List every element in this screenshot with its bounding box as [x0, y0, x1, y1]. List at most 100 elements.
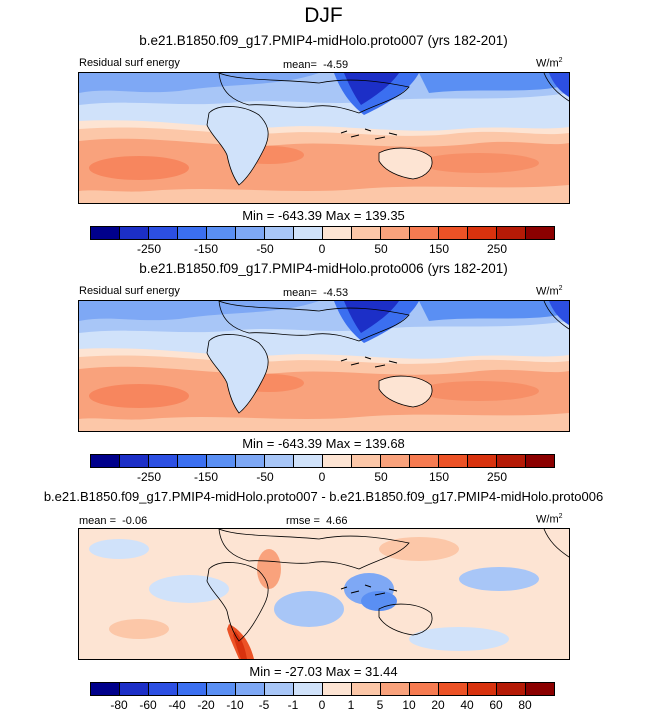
panel3-colorbar-bin-8 — [294, 683, 323, 695]
panel2-mean-label: mean= — [283, 287, 317, 299]
panel1-units-text: W/m — [536, 57, 559, 70]
panel2-colorbar-bin-16 — [526, 455, 554, 467]
panel3-colorbar-bin-4 — [178, 683, 207, 695]
panel2-units: W/m2 — [536, 285, 563, 298]
panel1-tick: 50 — [374, 242, 388, 256]
panel1-colorbar-bin-12 — [410, 227, 439, 239]
panel2-tick: 50 — [374, 470, 388, 484]
panel1-colorbar-ticks: -250 -150 -50 0 50 150 250 — [0, 242, 647, 258]
panel3-mean-value: -0.06 — [122, 515, 148, 527]
panel1-tick: -50 — [256, 242, 274, 256]
panel1-mean-label: mean= — [283, 59, 317, 71]
panel2-colorbar-bin-6 — [236, 455, 265, 467]
panel3-colorbar-bin-5 — [207, 683, 236, 695]
panel1-colorbar-bin-3 — [149, 227, 178, 239]
panel1-tick: -250 — [136, 242, 162, 256]
panel3-colorbar-bin-16 — [526, 683, 554, 695]
panel2-colorbar-bin-13 — [439, 455, 468, 467]
panel3-tick: -10 — [226, 698, 244, 712]
panel2-tick: -150 — [193, 470, 219, 484]
panel3-rmse-value: 4.66 — [326, 515, 348, 527]
panel1-colorbar-bin-4 — [178, 227, 207, 239]
panel3-tick: -60 — [139, 698, 157, 712]
panel3-min-max: Min = -27.03 Max = 31.44 — [249, 664, 398, 679]
panel3-tick: 0 — [318, 698, 326, 712]
panel3-colorbar-bin-7 — [265, 683, 294, 695]
panel2-colorbar-bin-12 — [410, 455, 439, 467]
panel3-units-exp: 2 — [558, 513, 563, 520]
panel1-colorbar-bin-1 — [91, 227, 120, 239]
panel1-map-svg — [79, 73, 569, 203]
panel1-colorbar-bin-16 — [526, 227, 554, 239]
panel3-colorbar-bin-15 — [497, 683, 526, 695]
panel3-units-text: W/m — [536, 513, 559, 526]
panel3-tick: 10 — [402, 698, 416, 712]
panel3-colorbar-bin-10 — [352, 683, 381, 695]
panel1-mean-value: -4.59 — [323, 59, 349, 71]
panel2-colorbar-bin-9 — [323, 455, 352, 467]
panel3-tick: 1 — [347, 698, 355, 712]
panel3-title: b.e21.B1850.f09_g17.PMIP4-midHolo.proto0… — [43, 489, 604, 504]
panel3-tick: -40 — [168, 698, 186, 712]
panel3-colorbar-bin-2 — [120, 683, 149, 695]
panel3-tick: 40 — [460, 698, 474, 712]
panel1-map — [78, 72, 570, 204]
panel2-tick: 0 — [318, 470, 326, 484]
figure-title: DJF — [304, 4, 343, 27]
panel2-colorbar-bin-8 — [294, 455, 323, 467]
panel1-title: b.e21.B1850.f09_g17.PMIP4-midHolo.proto0… — [139, 33, 508, 48]
panel3-map-svg — [79, 529, 569, 659]
panel1-min-max: Min = -643.39 Max = 139.35 — [242, 208, 405, 223]
panel3-tick: -80 — [110, 698, 128, 712]
panel3-tick: 20 — [431, 698, 445, 712]
panel2-colorbar-bin-4 — [178, 455, 207, 467]
panel2-colorbar — [90, 454, 555, 468]
panel3-map — [78, 528, 570, 660]
panel1-colorbar-bin-9 — [323, 227, 352, 239]
panel3-colorbar-bin-9 — [323, 683, 352, 695]
panel2-colorbar-bin-3 — [149, 455, 178, 467]
panel2-colorbar-bin-11 — [381, 455, 410, 467]
panel1-colorbar-bin-2 — [120, 227, 149, 239]
panel2-tick: -50 — [256, 470, 274, 484]
panel1-colorbar-bin-7 — [265, 227, 294, 239]
panel3-tick: 5 — [376, 698, 384, 712]
panel3-colorbar-bin-12 — [410, 683, 439, 695]
panel2-units-exp: 2 — [558, 285, 563, 292]
panel2-colorbar-ticks: -250 -150 -50 0 50 150 250 — [0, 470, 647, 486]
panel1-units: W/m2 — [536, 57, 563, 70]
panel1-colorbar-bin-14 — [468, 227, 497, 239]
panel1-colorbar-bin-13 — [439, 227, 468, 239]
panel2-colorbar-bin-15 — [497, 455, 526, 467]
panel3-colorbar-bin-6 — [236, 683, 265, 695]
panel3-tick: -20 — [197, 698, 215, 712]
panel1-variable-label: Residual surf energy — [79, 57, 180, 69]
panel2-tick: 150 — [428, 470, 450, 484]
panel3-rmse: rmse = 4.66 — [286, 515, 347, 527]
panel2-mean: mean= -4.53 — [283, 287, 348, 299]
panel3-units: W/m2 — [536, 513, 563, 526]
panel1-colorbar-bin-11 — [381, 227, 410, 239]
panel3-tick: 60 — [489, 698, 503, 712]
panel2-colorbar-bin-7 — [265, 455, 294, 467]
panel2-map — [78, 300, 570, 432]
panel3-rmse-label: rmse = — [286, 515, 320, 527]
panel1-colorbar-bin-15 — [497, 227, 526, 239]
panel1-mean: mean= -4.59 — [283, 59, 348, 71]
panel2-tick: 250 — [486, 470, 508, 484]
panel2-colorbar-bin-2 — [120, 455, 149, 467]
panel2-colorbar-bin-14 — [468, 455, 497, 467]
panel1-colorbar-bin-6 — [236, 227, 265, 239]
panel1-colorbar-bin-5 — [207, 227, 236, 239]
panel3-colorbar-bin-14 — [468, 683, 497, 695]
panel3-mean-label: mean = — [79, 515, 116, 527]
panel3-mean: mean = -0.06 — [79, 515, 147, 527]
panel2-mean-value: -4.53 — [323, 287, 349, 299]
panel1-tick: -150 — [193, 242, 219, 256]
panel1-tick: 0 — [318, 242, 326, 256]
panel3-tick: -5 — [258, 698, 270, 712]
panel3-colorbar-bin-3 — [149, 683, 178, 695]
panel1-colorbar-bin-10 — [352, 227, 381, 239]
panel1-tick: 150 — [428, 242, 450, 256]
panel3-tick: -1 — [287, 698, 299, 712]
